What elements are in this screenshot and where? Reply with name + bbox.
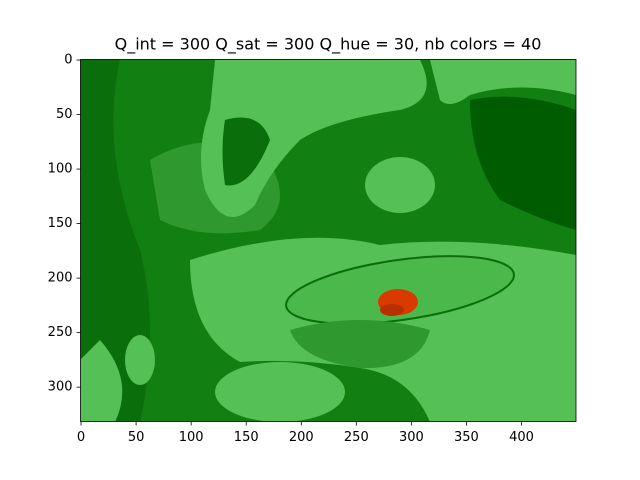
- x-tick-label: 0: [77, 430, 85, 445]
- x-tick-label: 50: [128, 430, 145, 445]
- y-tick-label: 50: [56, 107, 73, 122]
- y-tick-label: 100: [48, 162, 73, 177]
- image: [80, 59, 576, 422]
- x-tick-label: 250: [344, 430, 369, 445]
- x-tick-label: 300: [399, 430, 424, 445]
- y-tick-label: 0: [64, 53, 72, 68]
- y-tick-label: 300: [48, 380, 73, 395]
- x-tick-label: 200: [289, 430, 314, 445]
- x-tick-label: 400: [509, 430, 534, 445]
- chart-title: Q_int = 300 Q_sat = 300 Q_hue = 30, nb c…: [115, 35, 542, 55]
- y-tick-label: 200: [48, 271, 73, 286]
- x-tick-label: 150: [234, 430, 259, 445]
- y-tick-label: 150: [48, 216, 73, 231]
- x-tick-label: 100: [179, 430, 204, 445]
- x-tick-label: 350: [454, 430, 479, 445]
- axes-frame: [80, 59, 577, 422]
- y-tick-label: 250: [48, 325, 73, 340]
